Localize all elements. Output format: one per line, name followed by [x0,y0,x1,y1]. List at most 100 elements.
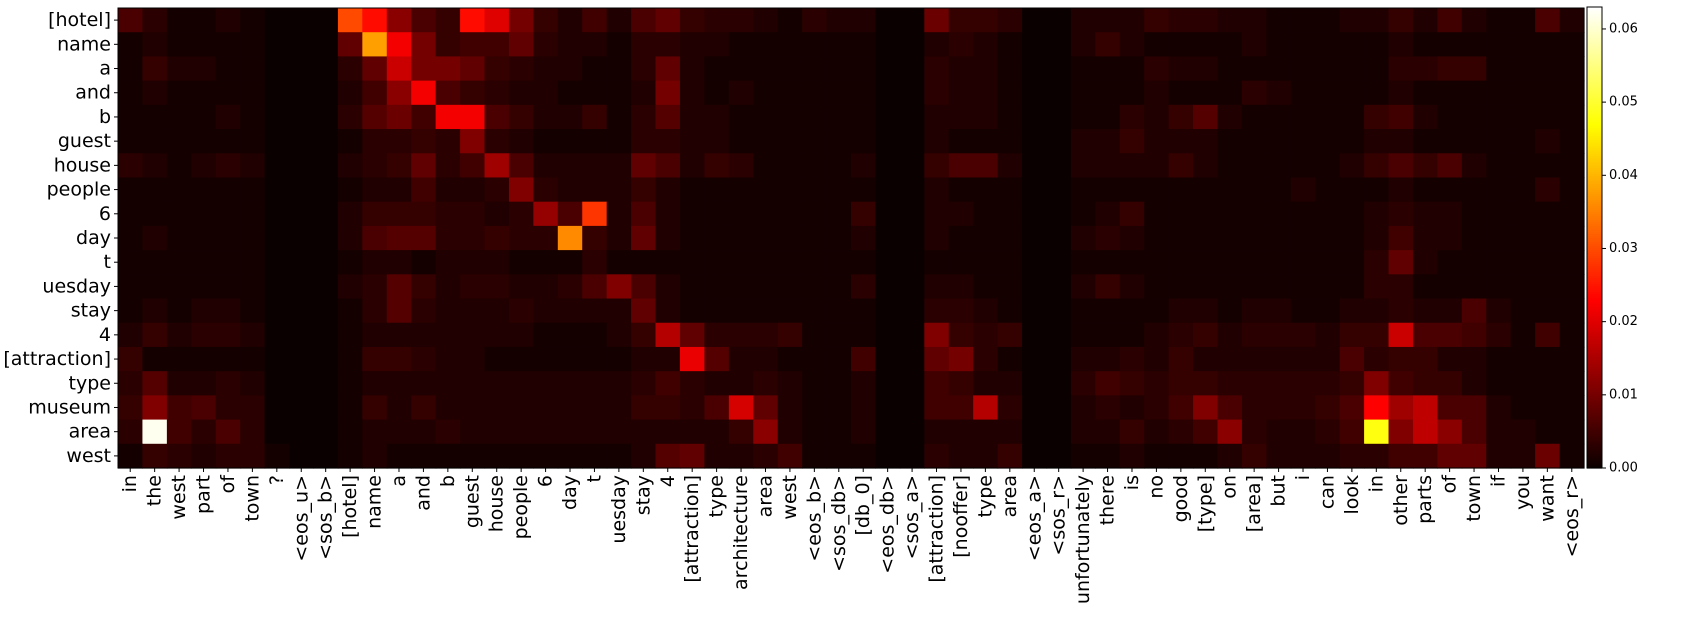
colorbar-band [1587,185,1602,188]
heatmap-cell [753,250,779,275]
heatmap-cell [704,298,730,324]
heatmap-cell [851,443,877,469]
colorbar-band [1587,361,1602,365]
heatmap-cell [264,298,290,324]
heatmap-cell [1535,153,1561,179]
colorbar-band [1587,173,1602,176]
heatmap-cell [997,395,1023,421]
heatmap-cell [289,56,315,82]
colorbar-band [1587,139,1602,142]
heatmap-cell [1217,250,1243,275]
heatmap-cell [362,443,388,469]
heatmap-cell [362,104,388,130]
heatmap-cell [875,298,901,324]
heatmap-cell [997,419,1023,445]
heatmap-cell [313,346,339,372]
heatmap-cell [1388,419,1414,445]
heatmap-cell [851,8,877,33]
colorbar-band [1587,207,1602,211]
heatmap-cell [533,322,559,348]
heatmap-cell [142,371,168,396]
heatmap-cell [215,201,241,227]
heatmap-cell [1364,80,1390,106]
heatmap-cell [1022,177,1048,203]
heatmap-cell [1339,153,1365,179]
heatmap-cell [582,80,608,106]
heatmap-cell [1022,8,1048,33]
heatmap-cell [1193,419,1219,445]
colorbar-band [1587,245,1602,249]
heatmap-cell [1022,298,1048,324]
heatmap-cell [1510,153,1536,179]
heatmap-cell [1046,56,1072,82]
colorbar-band [1587,77,1602,80]
heatmap-cell [557,298,583,324]
heatmap-cell [1022,201,1048,227]
heatmap-cell [166,250,192,275]
heatmap-cell [435,443,461,469]
heatmap-cell [1168,80,1194,106]
heatmap-cell [1168,104,1194,130]
heatmap-cell [973,177,999,203]
heatmap-cell [118,56,144,82]
heatmap-cell [802,371,828,396]
colorbar-band [1587,425,1602,429]
heatmap-cell [777,153,803,179]
heatmap-cell [289,8,315,33]
heatmap-cell [875,8,901,33]
heatmap-cell [679,153,705,179]
heatmap-cell [1241,129,1267,154]
heatmap-cell [1070,419,1096,445]
heatmap-cell [484,250,510,275]
heatmap-cell [1095,153,1121,179]
colorbar-band [1587,343,1602,347]
heatmap-cell [1046,225,1072,251]
heatmap-cell [973,371,999,396]
heatmap-cell [582,32,608,58]
heatmap-cell [1217,371,1243,396]
heatmap-cell [215,298,241,324]
heatmap-cell [166,395,192,421]
heatmap-cell [973,419,999,445]
heatmap-cell [1217,225,1243,251]
heatmap-cell [142,298,168,324]
heatmap-cell [215,371,241,396]
colorbar-band [1587,355,1602,359]
heatmap-cell [289,346,315,372]
heatmap-cell [1412,443,1438,469]
y-tick-label: house [54,154,111,176]
heatmap-cell [557,395,583,421]
heatmap-cell [264,177,290,203]
heatmap-cell [1339,32,1365,58]
heatmap-cell [1315,56,1341,82]
heatmap-cell [802,177,828,203]
heatmap-cell [1486,32,1512,58]
x-tick-label: west [779,475,801,520]
colorbar-band [1587,419,1602,423]
heatmap-cell [1266,395,1292,421]
heatmap-cell [1364,153,1390,179]
heatmap-cell [1119,129,1145,154]
heatmap-cell [1388,225,1414,251]
heatmap-cell [826,274,852,300]
heatmap-cell [655,225,681,251]
x-tick-label: in [119,475,141,492]
heatmap-cell [191,419,217,445]
heatmap-cell [1290,250,1316,275]
heatmap-cell [679,250,705,275]
colorbar-band [1587,31,1602,34]
heatmap-cell [802,225,828,251]
heatmap-cell [1510,371,1536,396]
heatmap-cell [924,8,950,33]
heatmap-cell [1339,56,1365,82]
colorbar-band [1587,433,1602,437]
x-tick-label: <eos_a> [1023,475,1045,561]
heatmap-cell [1412,274,1438,300]
heatmap-cell [655,346,681,372]
heatmap-cell [411,8,437,33]
heatmap-cell [362,274,388,300]
heatmap-cell [1168,322,1194,348]
heatmap-cell [1535,298,1561,324]
heatmap-cell [631,346,657,372]
colorbar-band [1587,417,1602,421]
